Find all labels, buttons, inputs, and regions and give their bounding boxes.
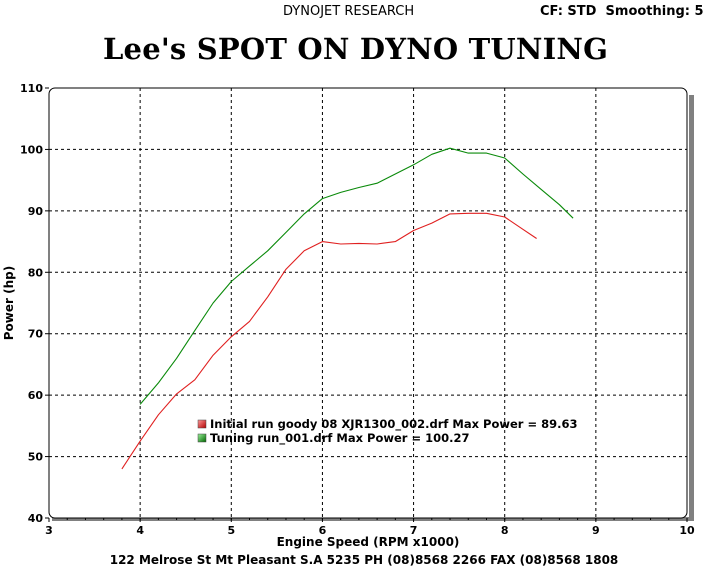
y-axis-label: Power (hp) [2,266,16,340]
series-lines [121,147,574,470]
series-line-tuning-run [139,147,574,405]
x-tick-label: 5 [227,524,235,537]
x-tick-label: 4 [136,524,144,537]
grid [49,88,687,518]
legend-swatch-initial [197,419,207,429]
x-tick-label: 9 [592,524,600,537]
legend: Initial run goody 08 XJR1300_002.drf Max… [197,417,577,446]
x-tick-label: 8 [501,524,509,537]
correction-settings: CF: STD Smoothing: 5 [540,4,704,19]
y-tick-label: 100 [20,143,43,156]
y-tick-label: 70 [28,328,44,341]
smoothing-label: Smoothing: 5 [605,4,704,19]
cf-label: CF: STD [540,4,597,19]
company-name: DYNOJET RESEARCH [283,4,415,19]
dealer-address-footer: 122 Melrose St Mt Pleasant S.A 5235 PH (… [109,553,619,567]
legend-label-tuning: Tuning run_001.drf Max Power = 100.27 [210,431,469,446]
chart-title: Lee's SPOT ON DYNO TUNING [102,32,609,66]
plot-area [48,87,688,519]
x-tick-label: 3 [45,524,53,537]
axis-ticks: 40 50 60 70 80 90 100 110 3 4 5 6 7 8 9 10 [20,82,695,537]
y-tick-label: 110 [20,82,43,95]
y-tick-label: 80 [28,266,44,279]
y-tick-label: 90 [28,205,44,218]
y-tick-label: 50 [28,451,44,464]
series-line-initial-run [121,212,537,470]
y-tick-label: 60 [28,389,44,402]
x-tick-label: 10 [679,524,695,537]
x-axis-label: Engine Speed (RPM x1000) [277,535,460,549]
y-tick-label: 40 [28,512,44,525]
legend-label-initial: Initial run goody 08 XJR1300_002.drf Max… [210,417,577,432]
x-tick-label: 6 [319,524,327,537]
legend-swatch-tuning [197,433,207,443]
x-tick-label: 7 [410,524,418,537]
